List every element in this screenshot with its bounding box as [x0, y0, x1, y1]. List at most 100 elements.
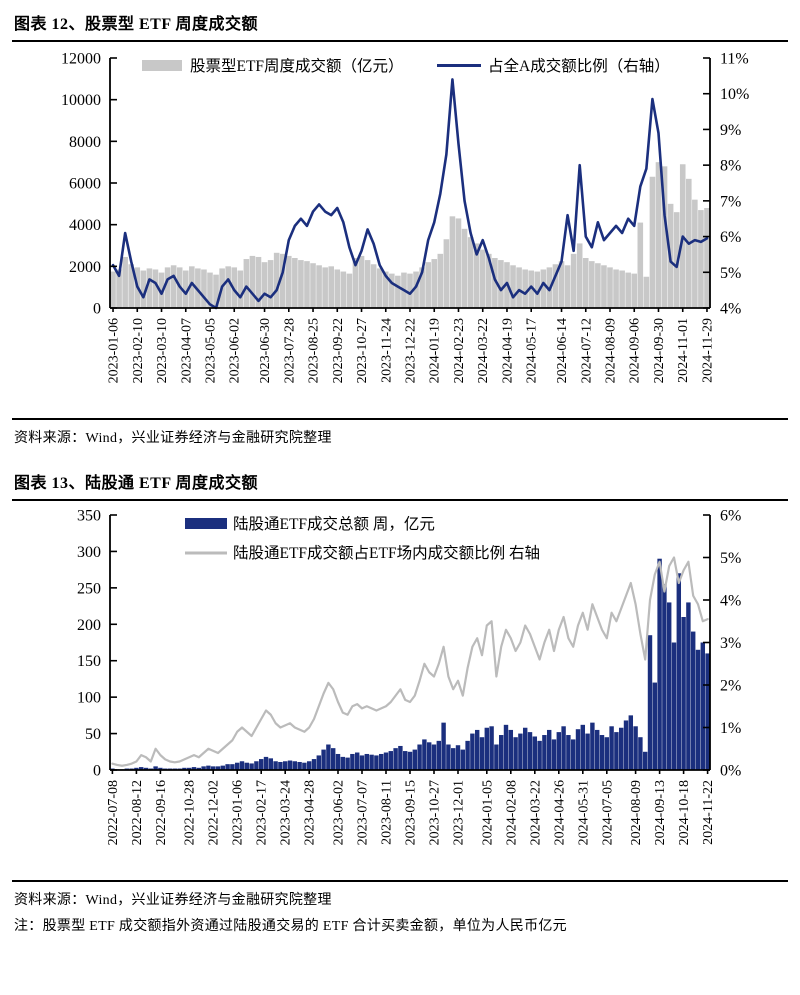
bar [310, 263, 316, 308]
bar [705, 653, 710, 770]
bar [287, 760, 293, 770]
bar [661, 166, 668, 308]
bar [601, 265, 607, 308]
bar [542, 735, 547, 770]
x-tick-label: 2024-07-12 [579, 318, 594, 383]
x-tick-label: 2023-03-24 [279, 780, 294, 845]
bar [508, 729, 514, 770]
x-tick-label: 2022-12-02 [207, 780, 222, 845]
bar [518, 733, 523, 770]
bar [191, 767, 197, 770]
x-tick-label: 2023-10-27 [428, 780, 443, 845]
x-tick-label: 2023-11-24 [379, 318, 394, 383]
tick-marks [110, 514, 710, 774]
figure-13-bottom-rule [12, 880, 788, 882]
y-tick-label: 0 [93, 763, 101, 780]
bar [473, 243, 480, 308]
bar [210, 766, 216, 770]
y-tick-label: 0 [93, 301, 101, 318]
bar [436, 740, 442, 770]
legend-label: 陆股通ETF成交总额 周，亿元 [233, 515, 435, 533]
y-tick-label: 300 [77, 544, 101, 561]
bar [633, 726, 638, 770]
bar [655, 162, 662, 308]
bar [273, 761, 278, 770]
x-tick-label: 2023-02-17 [255, 780, 270, 845]
y-tick-label: 3% [720, 635, 741, 652]
bar [326, 744, 331, 770]
x-tick-label: 2024-04-19 [500, 318, 515, 383]
bar [443, 239, 450, 308]
bar [564, 265, 571, 308]
bar [311, 759, 317, 770]
bar [267, 260, 274, 308]
bar [345, 757, 350, 770]
bar [637, 222, 644, 308]
bar [407, 751, 413, 770]
bar [494, 744, 499, 770]
bar [474, 729, 480, 770]
x-tick-label: 2023-07-07 [356, 780, 371, 845]
y-tick-label: 6% [720, 229, 741, 246]
y-tick-label: 350 [77, 508, 101, 525]
figure-12-title-rule [12, 40, 788, 42]
bar [609, 726, 614, 770]
ratio-line [111, 78, 709, 310]
x-tick-label: 2024-01-19 [428, 318, 443, 383]
bar [595, 263, 601, 308]
bar [510, 265, 516, 308]
bar [330, 748, 336, 770]
y-tick-label: 2000 [69, 259, 101, 276]
bar [358, 255, 365, 308]
bar [334, 269, 341, 308]
bar [225, 764, 230, 770]
bar [492, 258, 498, 308]
bar [134, 767, 139, 770]
bar [450, 748, 456, 770]
bar [613, 269, 619, 308]
bars-series [110, 558, 710, 770]
x-tick-label: 2023-04-28 [303, 780, 318, 845]
bar [304, 261, 310, 309]
bar [182, 270, 189, 308]
x-tick-label: 2023-09-22 [331, 318, 346, 383]
x-tick-label: 2024-01-05 [480, 780, 495, 845]
figure-12-title: 图表 12、股票型 ETF 周度成交额 [14, 16, 259, 33]
y-tick-label: 10000 [61, 92, 101, 109]
bar [196, 767, 202, 770]
tick-labels: 0 2000 4000 6000 8000 10000 12000 4% 5% 6% 7% 8% 9% 1… [61, 51, 749, 384]
bar [153, 766, 158, 770]
bar [158, 272, 165, 308]
bar [382, 271, 389, 308]
figure-13: 图表 13、陆股通 ETF 周度成交额 0 50 100 150 200 250 300 35… [12, 469, 788, 935]
bar [352, 258, 359, 308]
y-tick-label: 7% [720, 193, 741, 210]
bar [225, 266, 231, 308]
bar [116, 269, 122, 308]
bar [316, 755, 322, 770]
bar [220, 765, 226, 770]
bar [292, 258, 298, 308]
bar [649, 176, 656, 308]
bar [692, 199, 698, 308]
legend-bar-swatch [185, 518, 227, 529]
y-tick-label: 5% [720, 550, 741, 567]
figure-13-chart: 0 50 100 150 200 250 300 350 0% 1% 2% 3% 4% 5% 6% 2022-… [77, 508, 741, 846]
tick-marks [110, 57, 710, 312]
bar [431, 744, 437, 770]
bar [628, 715, 634, 770]
y-tick-label: 50 [85, 726, 101, 743]
bar [700, 642, 706, 770]
y-tick-label: 6% [720, 508, 741, 525]
x-tick-label: 2023-06-02 [228, 318, 243, 383]
bar [306, 761, 312, 770]
bar [604, 737, 610, 770]
x-tick-label: 2024-04-26 [552, 780, 567, 845]
bar [364, 260, 371, 308]
x-tick-label: 2024-02-08 [504, 780, 519, 845]
x-tick-label: 2022-10-28 [183, 780, 198, 845]
bar [328, 266, 334, 308]
bar [322, 267, 328, 309]
bar [268, 758, 274, 770]
